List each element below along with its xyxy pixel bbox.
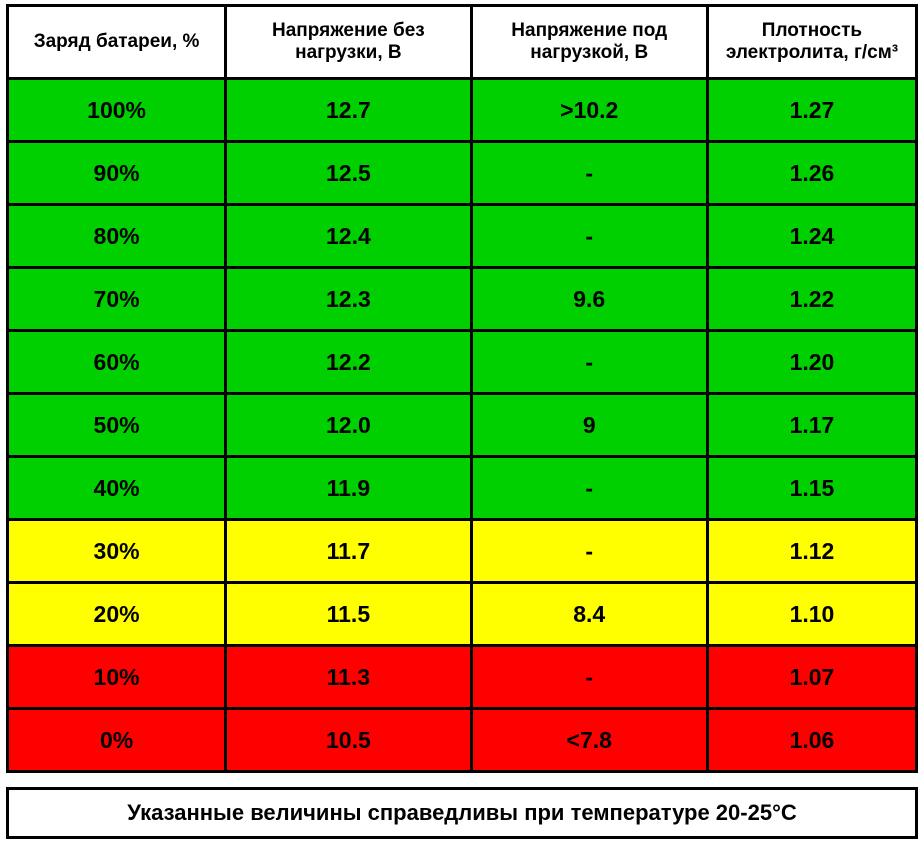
- cell-charge: 90%: [8, 142, 226, 205]
- cell-charge: 30%: [8, 520, 226, 583]
- cell-v_load: 9.6: [471, 268, 707, 331]
- table-row: 50%12.091.17: [8, 394, 917, 457]
- header-density: Плотность электролита, г/см³: [707, 6, 916, 79]
- cell-v_load: 8.4: [471, 583, 707, 646]
- cell-charge: 40%: [8, 457, 226, 520]
- cell-v_load: >10.2: [471, 79, 707, 142]
- cell-v_load: -: [471, 520, 707, 583]
- cell-v_load: <7.8: [471, 709, 707, 772]
- cell-density: 1.22: [707, 268, 916, 331]
- cell-v_idle: 12.5: [226, 142, 471, 205]
- cell-density: 1.06: [707, 709, 916, 772]
- cell-v_idle: 12.7: [226, 79, 471, 142]
- cell-v_idle: 11.7: [226, 520, 471, 583]
- cell-charge: 60%: [8, 331, 226, 394]
- cell-density: 1.26: [707, 142, 916, 205]
- cell-v_idle: 11.3: [226, 646, 471, 709]
- cell-charge: 100%: [8, 79, 226, 142]
- cell-v_idle: 12.4: [226, 205, 471, 268]
- table-row: 10%11.3-1.07: [8, 646, 917, 709]
- cell-charge: 70%: [8, 268, 226, 331]
- table-row: 90%12.5-1.26: [8, 142, 917, 205]
- table-row: 70%12.39.61.22: [8, 268, 917, 331]
- header-v-idle: Напряжение без нагрузки, В: [226, 6, 471, 79]
- cell-density: 1.17: [707, 394, 916, 457]
- cell-v_load: -: [471, 142, 707, 205]
- footnote: Указанные величины справедливы при темпе…: [6, 787, 918, 839]
- cell-v_idle: 12.2: [226, 331, 471, 394]
- cell-v_load: -: [471, 331, 707, 394]
- cell-v_load: -: [471, 205, 707, 268]
- cell-density: 1.24: [707, 205, 916, 268]
- cell-charge: 80%: [8, 205, 226, 268]
- cell-v_idle: 11.5: [226, 583, 471, 646]
- cell-density: 1.12: [707, 520, 916, 583]
- table-body: 100%12.7>10.21.2790%12.5-1.2680%12.4-1.2…: [8, 79, 917, 772]
- battery-charge-table: Заряд батареи, % Напряжение без нагрузки…: [6, 4, 918, 773]
- table-row: 80%12.4-1.24: [8, 205, 917, 268]
- table-row: 40%11.9-1.15: [8, 457, 917, 520]
- cell-v_load: -: [471, 457, 707, 520]
- cell-charge: 50%: [8, 394, 226, 457]
- cell-density: 1.27: [707, 79, 916, 142]
- cell-charge: 0%: [8, 709, 226, 772]
- header-v-load: Напряжение под нагрузкой, В: [471, 6, 707, 79]
- cell-v_load: -: [471, 646, 707, 709]
- header-charge: Заряд батареи, %: [8, 6, 226, 79]
- cell-charge: 10%: [8, 646, 226, 709]
- cell-density: 1.07: [707, 646, 916, 709]
- table-row: 20%11.58.41.10: [8, 583, 917, 646]
- table-row: 100%12.7>10.21.27: [8, 79, 917, 142]
- cell-density: 1.20: [707, 331, 916, 394]
- cell-v_idle: 12.0: [226, 394, 471, 457]
- table-row: 60%12.2-1.20: [8, 331, 917, 394]
- cell-v_idle: 11.9: [226, 457, 471, 520]
- cell-v_idle: 12.3: [226, 268, 471, 331]
- cell-density: 1.10: [707, 583, 916, 646]
- cell-density: 1.15: [707, 457, 916, 520]
- table-row: 0%10.5<7.81.06: [8, 709, 917, 772]
- cell-v_load: 9: [471, 394, 707, 457]
- table-row: 30%11.7-1.12: [8, 520, 917, 583]
- cell-v_idle: 10.5: [226, 709, 471, 772]
- table-header-row: Заряд батареи, % Напряжение без нагрузки…: [8, 6, 917, 79]
- cell-charge: 20%: [8, 583, 226, 646]
